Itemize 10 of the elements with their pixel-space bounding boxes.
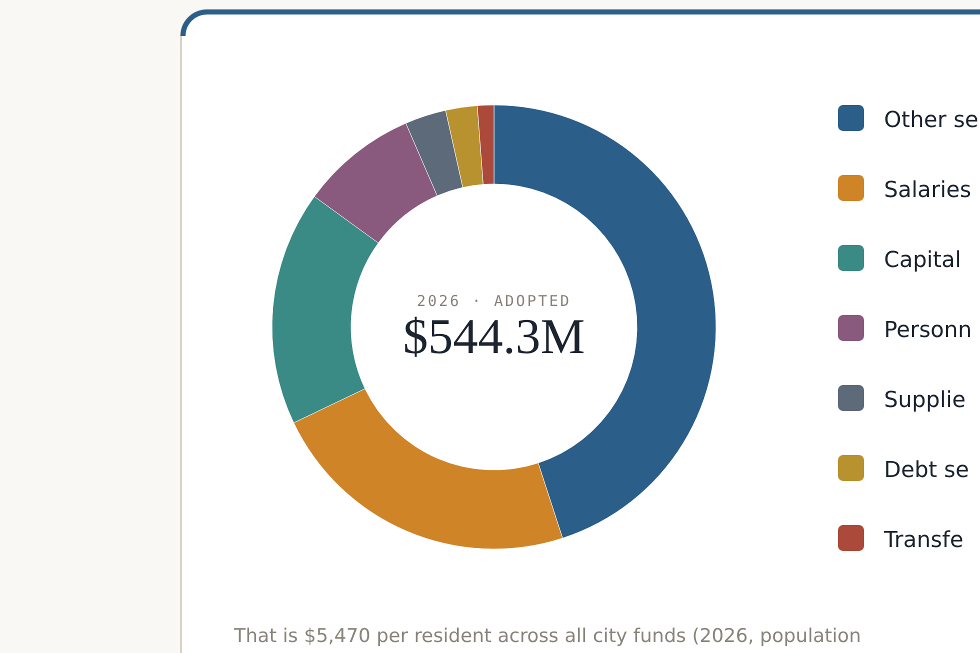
legend-label: Supplie <box>884 388 966 413</box>
legend-label: Other se <box>884 108 978 133</box>
text: That is $5,470 per resident across all city funds (2026, population <box>233 625 862 647</box>
legend-label: Debt se <box>884 458 970 483</box>
legend-label: Capital <box>884 248 962 273</box>
legend-label: Salaries <box>884 178 972 203</box>
legend-label: Transfe <box>883 528 964 553</box>
legend-label: Personn <box>884 318 972 343</box>
text: 2026 · ADOPTED <box>416 292 572 310</box>
text: $544.3M <box>403 308 585 364</box>
